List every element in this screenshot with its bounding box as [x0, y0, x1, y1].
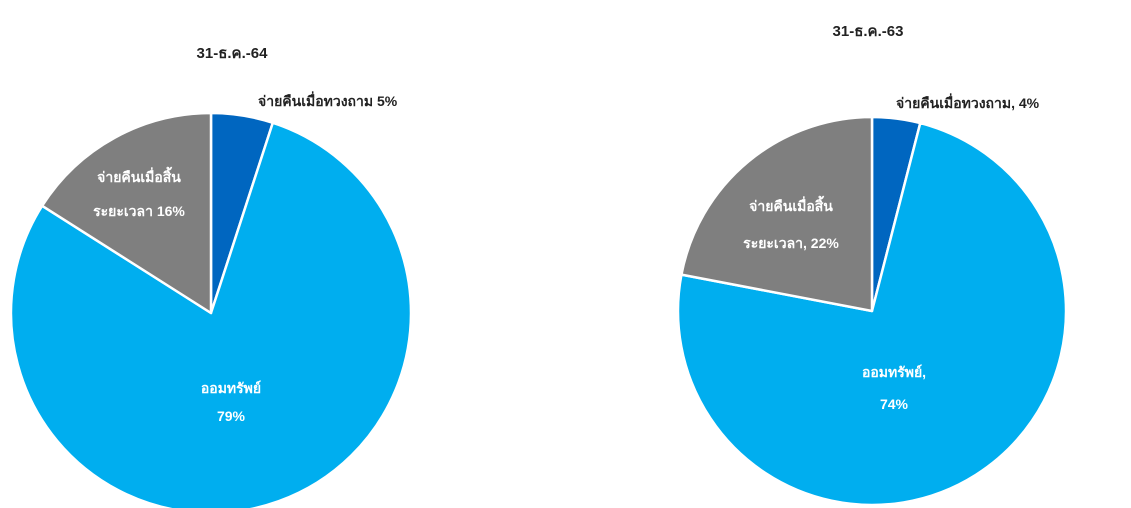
slice-label-fixed-term: จ่ายคืนเมื่อสิ้นระยะเวลา, 22% — [743, 195, 839, 251]
pie-chart-2563: 31-ธ.ค.-63 จ่ายคืนเมื่อทวงถาม, 4% ออมทรัพ… — [676, 23, 1068, 507]
pie-slice-fixed-term — [680, 115, 874, 313]
pie-labels-2564: จ่ายคืนเมื่อทวงถาม 5% ออมทรัพย์ 79% จ่ายคืน… — [93, 91, 398, 424]
pie-slice-fixed-term — [40, 111, 213, 315]
slice-label-line: จ่ายคืนเมื่อทวงถาม, 4% — [896, 93, 1040, 111]
slice-label-line: ออมทรัพย์, — [862, 364, 926, 380]
slice-label-demand-deposit: จ่ายคืนเมื่อทวงถาม 5% — [258, 91, 398, 109]
slice-label-demand-deposit: จ่ายคืนเมื่อทวงถาม, 4% — [896, 93, 1040, 111]
slice-label-line: จ่ายคืนเมื่อสิ้น — [749, 195, 833, 214]
slice-label-line: จ่ายคืนเมื่อทวงถาม 5% — [258, 91, 398, 109]
pie-slice-savings — [676, 121, 1068, 507]
slice-label-fixed-term: จ่ายคืนเมื่อสิ้นระยะเวลา 16% — [93, 166, 185, 219]
pie-slice-savings — [9, 121, 413, 508]
pie-chart-2564: 31-ธ.ค.-64 จ่ายคืนเมื่อทวงถาม 5% ออมทรัพย… — [9, 45, 413, 508]
slice-label-line: 79% — [217, 408, 246, 424]
slice-label-line: ระยะเวลา 16% — [93, 203, 185, 219]
slice-label-line: ออมทรัพย์ — [201, 380, 261, 396]
chart-title-2564: 31-ธ.ค.-64 — [197, 45, 269, 62]
pie-slices-2563 — [676, 115, 1068, 507]
pie-labels-2563: จ่ายคืนเมื่อทวงถาม, 4% ออมทรัพย์, 74% จ่ายค… — [743, 93, 1040, 412]
slice-label-line: จ่ายคืนเมื่อสิ้น — [97, 166, 181, 185]
slice-label-savings: ออมทรัพย์, 74% — [862, 364, 926, 412]
pie-slices-2564 — [9, 111, 413, 508]
chart-title-2563: 31-ธ.ค.-63 — [833, 23, 904, 40]
slice-label-savings: ออมทรัพย์ 79% — [201, 380, 261, 424]
slice-label-line: ระยะเวลา, 22% — [743, 235, 839, 251]
slice-label-line: 74% — [880, 396, 909, 412]
